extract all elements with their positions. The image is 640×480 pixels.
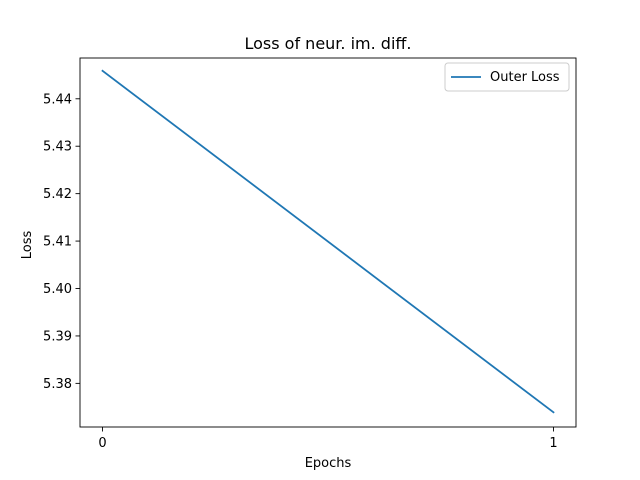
y-tick-label: 5.41 <box>43 235 72 250</box>
series-line-0 <box>101 69 555 414</box>
y-tick-label: 5.44 <box>43 92 72 107</box>
legend-box <box>444 62 570 92</box>
y-tick-label: 5.39 <box>43 329 72 344</box>
axes-frame <box>79 57 577 428</box>
chart-title: Loss of neur. im. diff. <box>244 34 411 53</box>
y-tick-label: 5.38 <box>43 377 72 392</box>
y-axis-label: Loss <box>20 231 35 260</box>
y-tick-label: 5.40 <box>43 282 72 297</box>
x-axis-label: Epochs <box>305 456 352 471</box>
legend-entry-outer-loss: Outer Loss <box>490 70 560 85</box>
x-tick-label: 0 <box>98 436 106 451</box>
legend: Outer Loss <box>444 62 570 92</box>
y-tick-label: 5.43 <box>43 140 72 155</box>
plot-area: 0 1 5.38 5.39 5.40 5.41 5.42 5.43 5.44 <box>43 57 577 451</box>
y-tick-label: 5.42 <box>43 187 72 202</box>
x-tick-label: 1 <box>549 436 557 451</box>
